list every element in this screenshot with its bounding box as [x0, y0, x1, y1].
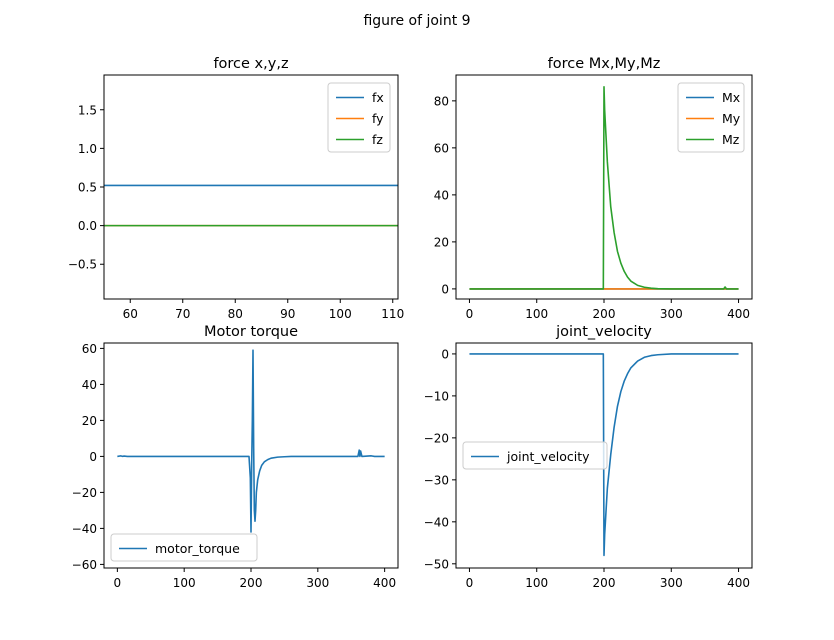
y-tick-label: −60 [72, 558, 97, 572]
x-tick-label: 0 [466, 576, 474, 590]
y-tick-label: 1.5 [78, 103, 97, 117]
series-line-Mz [469, 85, 739, 290]
y-tick-label: 60 [82, 342, 97, 356]
x-tick-label: 200 [240, 576, 263, 590]
y-tick-label: 40 [434, 188, 449, 202]
x-tick-label: 100 [525, 307, 548, 321]
y-tick-label: 0 [89, 450, 97, 464]
x-tick-label: 100 [525, 576, 548, 590]
y-tick-label: 1.0 [78, 142, 97, 156]
legend-label-fy: fy [372, 111, 384, 126]
legend-label-My: My [722, 111, 741, 126]
x-tick-label: 200 [593, 307, 616, 321]
y-tick-label: 0 [441, 282, 449, 296]
x-tick-label: 0 [466, 307, 474, 321]
legend-label-fz: fz [372, 132, 383, 147]
legend-label-fx: fx [372, 90, 384, 105]
y-tick-label: 0 [441, 347, 449, 361]
y-tick-label: −40 [424, 515, 449, 529]
y-tick-label: 0.0 [78, 219, 97, 233]
x-tick-label: 400 [727, 307, 750, 321]
legend: motor_torque [110, 533, 258, 562]
y-tick-label: −20 [72, 486, 97, 500]
y-tick-label: 40 [82, 378, 97, 392]
x-tick-label: 100 [173, 576, 196, 590]
series-line-joint_velocity [469, 353, 739, 557]
x-tick-label: 90 [280, 307, 295, 321]
subplot-title: Motor torque [204, 324, 298, 340]
y-tick-label: −20 [424, 431, 449, 445]
x-tick-label: 70 [175, 307, 190, 321]
y-tick-label: 20 [82, 414, 97, 428]
y-tick-label: −40 [72, 522, 97, 536]
legend-box [462, 441, 608, 470]
x-tick-label: 110 [381, 307, 404, 321]
legend: joint_velocity [462, 441, 608, 470]
x-tick-label: 400 [727, 576, 750, 590]
x-tick-label: 0 [114, 576, 122, 590]
x-tick-label: 100 [329, 307, 352, 321]
legend-label-joint_velocity: joint_velocity [506, 449, 590, 464]
legend-label-Mz: Mz [722, 132, 740, 147]
x-tick-label: 60 [123, 307, 138, 321]
x-tick-label: 80 [228, 307, 243, 321]
subplot-title: force x,y,z [213, 56, 288, 72]
x-tick-label: 300 [660, 576, 683, 590]
y-tick-label: −30 [424, 473, 449, 487]
y-tick-label: −50 [424, 557, 449, 571]
legend: fx fy fz [327, 82, 391, 153]
legend-box [110, 533, 258, 562]
legend-box [327, 82, 391, 153]
subplot-2: force Mx,My,Mz 0 100 200 300 400 0 20 40 60 80 Mx My… [434, 56, 753, 321]
legend-label-Mx: Mx [722, 90, 740, 105]
series-line-motor_torque [117, 349, 385, 533]
y-tick-label: 60 [434, 141, 449, 155]
subplot-title: force Mx,My,Mz [548, 56, 661, 72]
subplot-3: Motor torque 0 100 200 300 400 −60 −40 −20 0 20 40 6… [72, 324, 399, 590]
y-tick-label: 80 [434, 94, 449, 108]
x-tick-label: 400 [373, 576, 396, 590]
figure-suptitle: figure of joint 9 [363, 13, 470, 29]
legend-label-motor_torque: motor_torque [155, 541, 240, 556]
subplot-1: force x,y,z 60 70 80 90 100 110 −0.5 0.0 0.5 1.0 1.… [68, 56, 404, 321]
x-tick-label: 300 [660, 307, 683, 321]
x-tick-label: 200 [593, 576, 616, 590]
y-tick-label: 20 [434, 235, 449, 249]
y-tick-label: 0.5 [78, 181, 97, 195]
y-tick-label: −10 [424, 389, 449, 403]
legend: Mx My Mz [677, 82, 745, 153]
subplot-4: joint_velocity 0 100 200 300 400 −50 −40 −30 −20 −… [424, 324, 753, 590]
y-tick-label: −0.5 [68, 258, 97, 272]
x-tick-label: 300 [306, 576, 329, 590]
subplot-title: joint_velocity [555, 324, 652, 340]
legend-box [677, 82, 745, 153]
